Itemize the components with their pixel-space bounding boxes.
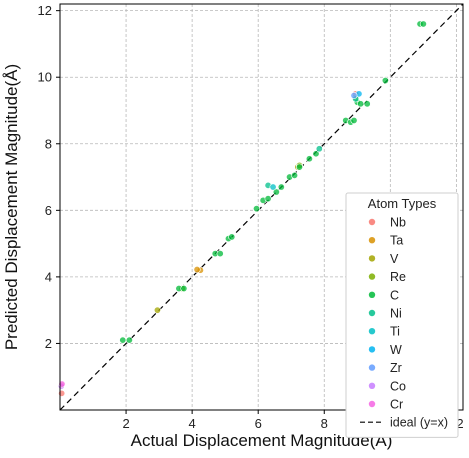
data-point-c — [264, 195, 272, 203]
legend-label-nb: Nb — [390, 216, 406, 230]
legend-marker-re — [368, 273, 376, 280]
legend-label-re: Re — [390, 270, 406, 284]
legend-marker-v — [368, 255, 376, 262]
data-point-c — [253, 205, 261, 213]
legend-label-co: Co — [390, 379, 406, 393]
data-point-v — [153, 306, 161, 314]
y-tick-label: 8 — [45, 136, 52, 151]
data-point-c — [180, 285, 188, 293]
legend-label-w: W — [390, 343, 402, 357]
x-tick-label: 8 — [321, 416, 328, 431]
data-point-c — [125, 336, 133, 344]
data-point-c — [357, 100, 365, 108]
legend-marker-nb — [368, 218, 376, 226]
legend-marker-c — [368, 291, 376, 298]
x-tick-label: 2 — [122, 416, 129, 431]
legend-marker-ni — [368, 309, 376, 317]
legend-marker-w — [368, 346, 376, 353]
data-point-c — [305, 155, 313, 163]
data-point-ta — [193, 266, 201, 274]
data-point-c — [228, 233, 236, 241]
x-tick-label: 4 — [189, 416, 196, 431]
legend-box — [345, 192, 459, 438]
legend-label-zr: Zr — [390, 361, 402, 375]
data-point-ni — [315, 145, 323, 153]
legend-label-c: C — [390, 288, 399, 302]
y-tick-label: 6 — [45, 203, 52, 218]
data-point-c — [363, 100, 371, 108]
x-tick-label: 6 — [255, 416, 262, 431]
data-point-c — [272, 188, 280, 196]
data-point-c — [216, 250, 224, 258]
legend-title: Atom Types — [368, 196, 437, 211]
data-point-nb — [58, 389, 66, 397]
y-tick-label: 12 — [38, 3, 52, 18]
legend: Atom Types Nb Ta V Re C Ni Ti W Zr Co Cr ideal (y=x… — [345, 192, 459, 438]
data-point-c — [381, 77, 389, 85]
x-axis-title: Actual Displacement Magnitude(Å) — [131, 431, 393, 450]
legend-items: Nb Ta V Re C Ni Ti W Zr Co Cr ideal (y=x) — [360, 216, 448, 430]
legend-label-ti: Ti — [390, 325, 400, 339]
legend-label-ideal: ideal (y=x) — [390, 416, 448, 430]
legend-label-v: V — [390, 252, 399, 266]
legend-label-ni: Ni — [390, 307, 402, 321]
legend-label-cr: Cr — [390, 398, 403, 412]
data-point-c — [350, 116, 358, 124]
plot-frame — [59, 3, 464, 411]
data-point-c — [291, 171, 299, 179]
legend-marker-ti — [368, 328, 376, 335]
data-point-c — [277, 183, 285, 191]
legend-label-ta: Ta — [390, 234, 403, 248]
data-point-zr — [350, 92, 358, 100]
legend-marker-co — [368, 382, 376, 389]
data-point-c — [312, 150, 320, 158]
data-point-c — [295, 163, 303, 171]
legend-marker-cr — [368, 400, 376, 408]
legend-marker-ta — [368, 237, 376, 244]
y-tick-label: 10 — [38, 70, 52, 85]
y-tick-label: 2 — [45, 336, 52, 351]
data-point-c — [119, 336, 127, 344]
legend-marker-zr — [368, 364, 376, 371]
data-point-c — [419, 20, 427, 28]
y-axis-title: Predicted Displacement Magnitude(Å) — [2, 64, 21, 350]
data-point-ti — [269, 183, 277, 191]
y-tick-label: 4 — [45, 269, 52, 284]
